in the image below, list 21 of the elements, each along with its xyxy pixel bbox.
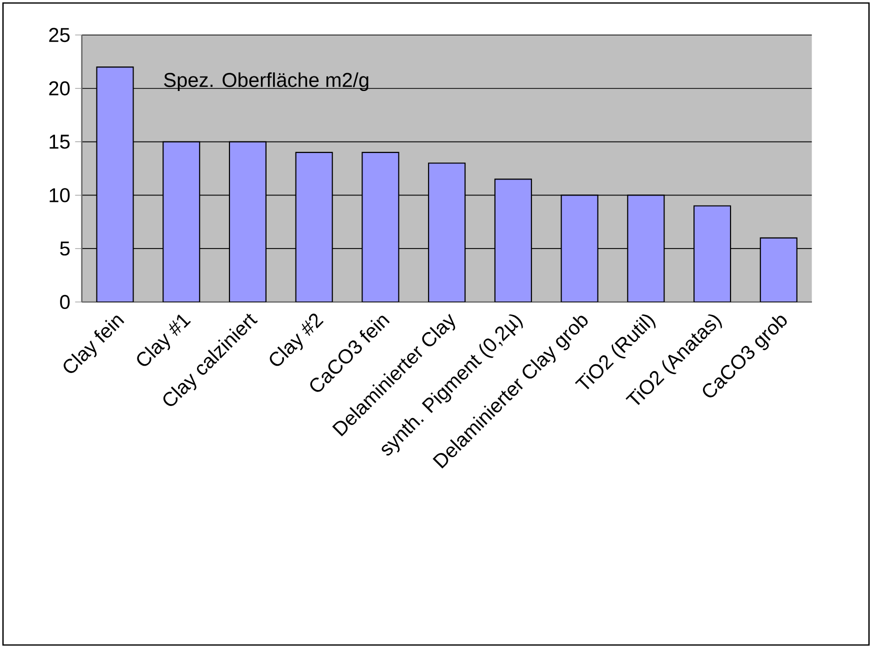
bar [96, 66, 134, 302]
y-tick-label: 10 [50, 188, 70, 202]
bar [494, 178, 532, 302]
y-tick-label: 25 [49, 28, 70, 42]
y-tick-label: 5 [60, 242, 70, 256]
y-tick-label: 20 [49, 81, 70, 96]
x-tick-label: Clay fein [64, 316, 124, 373]
bar [162, 141, 200, 302]
x-tick-label: Clay #1 [137, 314, 191, 366]
text: Spez. Oberfläche m2/g [164, 72, 368, 92]
bar [693, 205, 732, 302]
bar [362, 152, 400, 302]
bar [560, 194, 598, 302]
bar [428, 162, 466, 302]
bar [760, 237, 798, 302]
x-tick-label: Clay #2 [270, 314, 324, 366]
y-tick-label: 0 [60, 294, 70, 310]
bar [228, 141, 267, 302]
bar [295, 152, 333, 302]
y-tick-label: 15 [50, 134, 70, 149]
bar [627, 194, 665, 302]
